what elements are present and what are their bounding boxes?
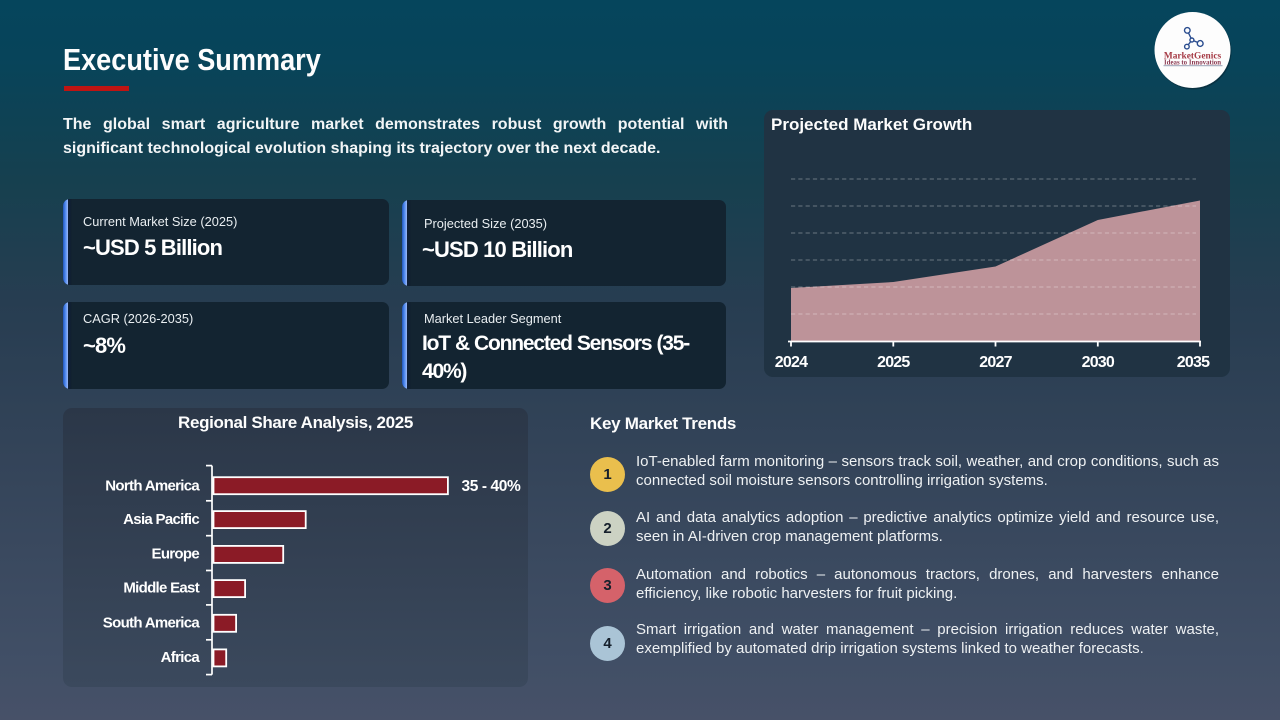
svg-text:Europe: Europe [152,546,200,563]
svg-text:South America: South America [103,614,201,631]
svg-text:2035: 2035 [1177,354,1210,371]
svg-text:2024: 2024 [775,354,808,371]
svg-text:MarketGenics: MarketGenics [1164,52,1222,62]
svg-text:Ideas to Innovation: Ideas to Innovation [1164,60,1221,67]
svg-text:2025: 2025 [877,354,910,371]
svg-text:2027: 2027 [979,354,1012,371]
svg-text:Asia Pacific: Asia Pacific [123,511,199,528]
svg-text:2030: 2030 [1082,354,1115,371]
svg-text:North America: North America [105,477,200,494]
svg-text:Middle East: Middle East [123,580,199,597]
svg-text:35 - 40%: 35 - 40% [462,478,521,495]
svg-text:Africa: Africa [161,649,201,666]
